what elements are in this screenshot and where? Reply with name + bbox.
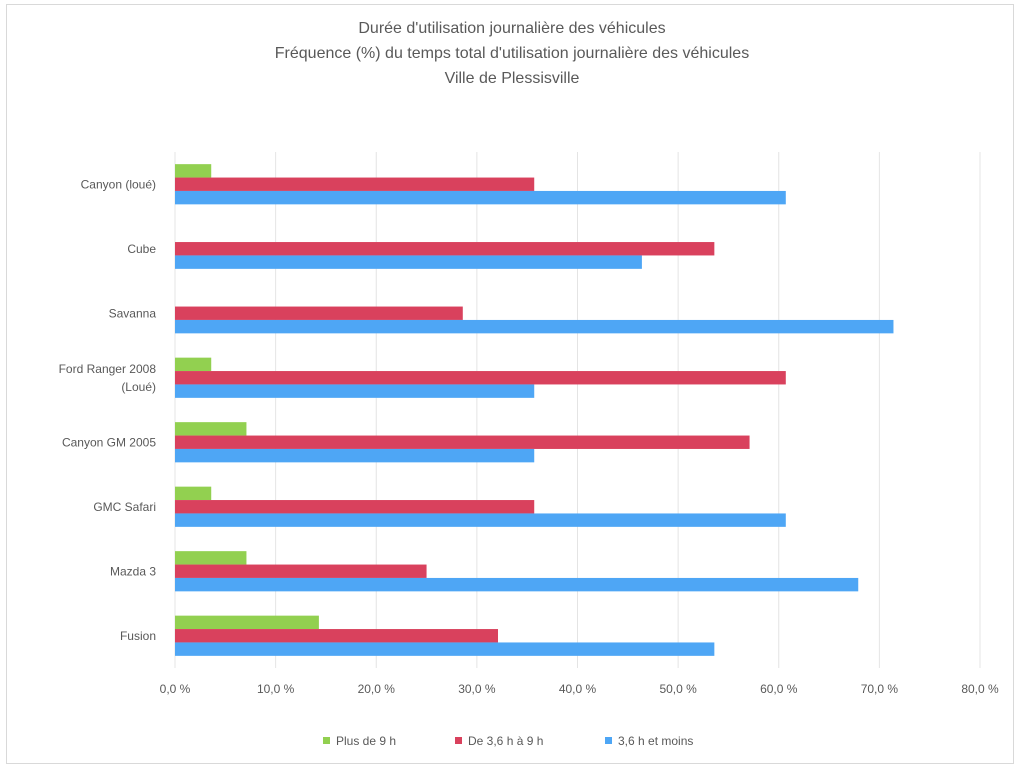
x-tick-label: 30,0 % bbox=[458, 682, 496, 696]
bar-8-series-3 bbox=[175, 642, 715, 656]
x-tick-label: 80,0 % bbox=[961, 682, 999, 696]
legend-swatch-3 bbox=[605, 737, 612, 744]
category-labels: Canyon (loué) Cube Savanna Ford Ranger 2008… bbox=[59, 177, 157, 643]
bar-1-series-1 bbox=[175, 164, 212, 178]
bar-8-series-2 bbox=[175, 629, 499, 643]
x-tick-label: 20,0 % bbox=[358, 682, 396, 696]
x-tick-label: 70,0 % bbox=[861, 682, 899, 696]
bar-4-series-1 bbox=[175, 357, 212, 372]
category-label: Mazda 3 bbox=[110, 564, 156, 578]
legend: Plus de 9 h De 3,6 h à 9 h 3,6 h et moins bbox=[323, 734, 693, 748]
title-line-2: Fréquence (%) du temps total d'utilisati… bbox=[275, 45, 749, 62]
bar-3-series-2 bbox=[175, 306, 463, 320]
title-line-3: Ville de Plessisville bbox=[445, 70, 580, 87]
bar-5-series-3 bbox=[175, 448, 535, 463]
category-label: Cube bbox=[127, 242, 156, 256]
bar-3-series-3 bbox=[175, 319, 894, 334]
bar-6-series-3 bbox=[175, 513, 786, 527]
bar-4-series-2 bbox=[175, 371, 786, 385]
chart-title: Durée d'utilisation journalière des véhi… bbox=[275, 20, 749, 87]
bar-6-series-2 bbox=[175, 500, 535, 514]
title-line-1: Durée d'utilisation journalière des véhi… bbox=[358, 20, 665, 37]
bar-2-series-3 bbox=[175, 255, 642, 269]
legend-swatch-1 bbox=[323, 737, 330, 744]
x-tick-label: 10,0 % bbox=[257, 682, 295, 696]
bar-6-series-1 bbox=[175, 486, 212, 501]
x-tick-label: 50,0 % bbox=[659, 682, 697, 696]
category-label: Canyon (loué) bbox=[81, 177, 156, 191]
bar-7-series-3 bbox=[175, 577, 859, 592]
bar-2-series-2 bbox=[175, 242, 715, 256]
category-label: (Loué) bbox=[121, 380, 156, 394]
x-tick-label: 40,0 % bbox=[559, 682, 597, 696]
bar-7-series-2 bbox=[175, 564, 427, 578]
legend-label-1: Plus de 9 h bbox=[336, 734, 396, 748]
bar-5-series-2 bbox=[175, 435, 750, 449]
category-label: Canyon GM 2005 bbox=[62, 435, 156, 449]
category-label: Ford Ranger 2008 bbox=[59, 362, 157, 376]
bar-4-series-3 bbox=[175, 384, 535, 398]
bar-5-series-1 bbox=[175, 422, 247, 436]
bars bbox=[175, 164, 894, 656]
category-label: Savanna bbox=[109, 306, 157, 320]
x-tick-label: 0,0 % bbox=[160, 682, 191, 696]
bar-8-series-1 bbox=[175, 615, 319, 630]
bar-1-series-2 bbox=[175, 177, 535, 191]
x-tick-labels: 0,0 % 10,0 % 20,0 % 30,0 % 40,0 % 50,0 % 60,0 … bbox=[160, 682, 999, 696]
x-tick-label: 60,0 % bbox=[760, 682, 798, 696]
bar-7-series-1 bbox=[175, 551, 247, 565]
bar-1-series-3 bbox=[175, 190, 786, 205]
legend-label-3: 3,6 h et moins bbox=[618, 734, 693, 748]
legend-label-2: De 3,6 h à 9 h bbox=[468, 734, 543, 748]
legend-swatch-2 bbox=[455, 737, 462, 744]
category-label: Fusion bbox=[120, 629, 156, 643]
category-label: GMC Safari bbox=[93, 500, 156, 514]
